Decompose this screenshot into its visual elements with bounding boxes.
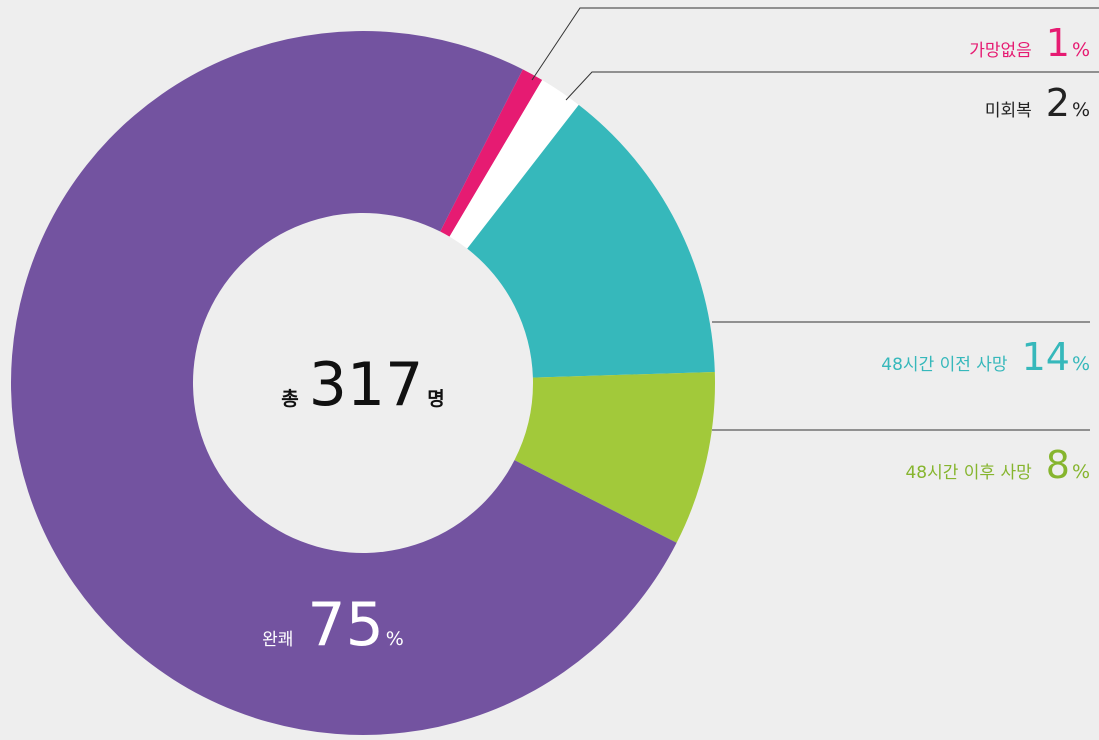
segment-label: 미회복 2%	[985, 81, 1090, 125]
segment-value: 14	[1022, 335, 1070, 379]
segment-value: 1	[1046, 21, 1070, 65]
center-prefix: 총	[281, 388, 298, 410]
segment-label: 48시간 이후 사망 8%	[905, 443, 1090, 487]
segment-label: 가망없음 1%	[969, 21, 1090, 65]
segment-unit: %	[1072, 99, 1090, 121]
segment-name: 48시간 이전 사망	[881, 355, 1008, 375]
segment-label: 48시간 이전 사망 14%	[881, 335, 1090, 379]
segment-unit: %	[1072, 353, 1090, 375]
donut-segment	[10, 30, 677, 735]
center-total: 317	[309, 350, 424, 420]
segment-value: 8	[1046, 443, 1070, 487]
segment-label: 완쾌 75%	[262, 590, 404, 660]
segment-unit: %	[1072, 39, 1090, 61]
segment-value: 75	[307, 590, 383, 660]
donut-segment	[440, 69, 543, 237]
leader-line	[531, 7, 1099, 81]
segment-name: 48시간 이후 사망	[905, 463, 1032, 483]
segment-value: 2	[1046, 81, 1070, 125]
center-suffix: 명	[427, 388, 444, 410]
segment-unit: %	[1072, 461, 1090, 483]
segment-name: 미회복	[985, 101, 1032, 121]
segment-name: 완쾌	[262, 630, 293, 650]
donut-segment	[467, 104, 715, 378]
donut-segment	[514, 371, 715, 543]
center-label: 총 317 명	[281, 350, 445, 420]
segment-name: 가망없음	[969, 41, 1032, 61]
donut-segment	[449, 80, 579, 249]
segment-unit: %	[386, 628, 404, 650]
leader-line	[565, 71, 1099, 101]
